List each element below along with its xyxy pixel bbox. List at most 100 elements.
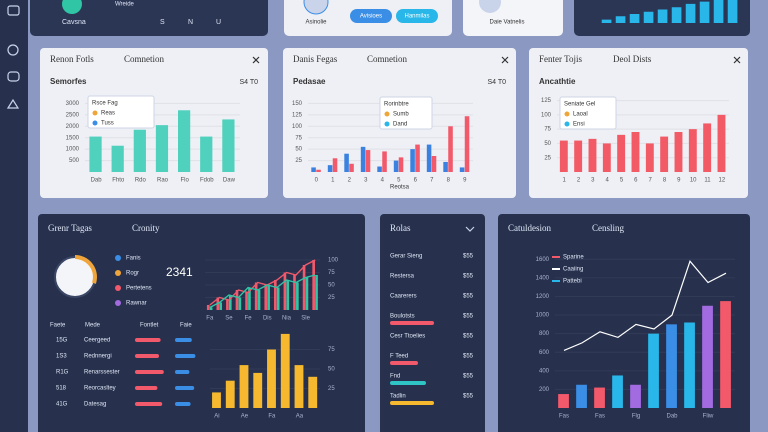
row-value: $55: [463, 334, 474, 340]
bar: [643, 11, 654, 23]
y-tick-label: 1200: [536, 294, 550, 300]
button[interactable]: [396, 9, 438, 23]
bar: [703, 123, 712, 172]
bar: [684, 322, 695, 408]
legend-label: Fanis: [126, 256, 141, 262]
bar: [464, 116, 470, 172]
y-tick-label: 25: [544, 155, 551, 161]
legend-label: Reas: [101, 111, 115, 117]
bar: [459, 167, 465, 172]
bar: [209, 307, 213, 310]
bar: [617, 134, 626, 172]
bar: [717, 114, 726, 172]
bar: [699, 1, 710, 23]
x-tick-label: Sle: [301, 316, 310, 322]
bar: [685, 3, 696, 23]
bar: [443, 161, 448, 172]
label: Daie Vatnelis: [490, 20, 525, 26]
bar: [702, 305, 713, 408]
button[interactable]: [350, 9, 392, 23]
bar: [660, 136, 669, 172]
x-tick-label: Aa: [296, 414, 304, 420]
panel-side: S4 T0: [487, 79, 506, 86]
legend-dot: [384, 121, 390, 127]
close[interactable]: [252, 56, 260, 64]
icon[interactable]: [7, 5, 20, 16]
cell: Datesag: [84, 402, 106, 408]
bar: [308, 376, 318, 408]
bar: [612, 375, 623, 408]
cell: R1G: [56, 370, 69, 376]
bar: [588, 138, 597, 172]
legend-label: Pattebi: [563, 279, 582, 285]
x-tick-label: 6: [414, 178, 418, 184]
key: S: [160, 19, 165, 26]
legend-swatch: [552, 256, 560, 258]
legend-dot: [115, 270, 121, 276]
bar: [228, 295, 232, 310]
progress: [135, 354, 159, 358]
x-tick-label: Dis: [263, 316, 272, 322]
bar: [254, 282, 258, 310]
bar: [377, 166, 382, 172]
close[interactable]: [733, 56, 741, 64]
icon[interactable]: [7, 71, 20, 82]
panel-tab: Censling: [592, 223, 625, 233]
progress: [390, 361, 418, 365]
bar: [286, 280, 290, 310]
caret[interactable]: [465, 226, 475, 232]
y-tick-label: 200: [539, 387, 550, 393]
progress: [390, 321, 434, 325]
bar: [225, 380, 235, 408]
bar: [327, 165, 333, 172]
x-tick-label: 4: [605, 178, 609, 184]
y-tick-label: 75: [295, 135, 302, 141]
legend-label: Rogr: [126, 271, 139, 277]
x-tick-label: 5: [397, 178, 401, 184]
bar: [178, 110, 191, 172]
legend-label: Rawnar: [126, 301, 147, 307]
bar: [133, 129, 146, 172]
cell: Rednnergi: [84, 354, 112, 360]
close[interactable]: [501, 56, 509, 64]
y-tick-label: 100: [328, 258, 339, 264]
line: [209, 274, 316, 309]
x-tick-label: 5: [620, 178, 624, 184]
cell: 41G: [56, 402, 68, 408]
panel-title: Catuldesion: [508, 223, 551, 233]
x-tick-label: Rao: [157, 178, 169, 184]
legend-label: Dand: [393, 122, 407, 128]
icon[interactable]: [7, 44, 19, 56]
x-tick-label: 7: [430, 178, 434, 184]
x-tick-label: Fdob: [200, 178, 214, 184]
card: [30, 0, 268, 36]
legend-dot: [564, 111, 570, 117]
y-tick-label: 50: [544, 141, 551, 147]
bar: [657, 9, 668, 23]
bar: [615, 16, 626, 23]
y-tick-label: 75: [544, 127, 551, 133]
progress: [175, 402, 191, 406]
bar: [349, 163, 354, 172]
x-tick-label: Se: [225, 316, 233, 322]
bar: [212, 392, 221, 408]
x-tick-label: Nia: [282, 316, 292, 322]
progress: [175, 354, 196, 358]
key: N: [188, 19, 193, 26]
bar: [111, 145, 124, 172]
bar: [410, 149, 415, 172]
row-label: Restersa: [390, 274, 415, 280]
icon[interactable]: [6, 98, 20, 109]
bar: [365, 150, 371, 172]
x-tick-label: 12: [718, 178, 725, 184]
label: Cavsna: [62, 19, 86, 26]
avatar: [479, 0, 501, 13]
bar: [226, 300, 229, 310]
big-number: 2341: [166, 265, 193, 279]
bar: [448, 126, 453, 172]
button-label: Hanmilas: [404, 14, 429, 20]
bar: [601, 19, 612, 23]
y-tick-label: 1400: [536, 275, 550, 281]
table-header: Mede: [85, 323, 101, 329]
panel-title: Grenr Tagas: [48, 223, 92, 233]
